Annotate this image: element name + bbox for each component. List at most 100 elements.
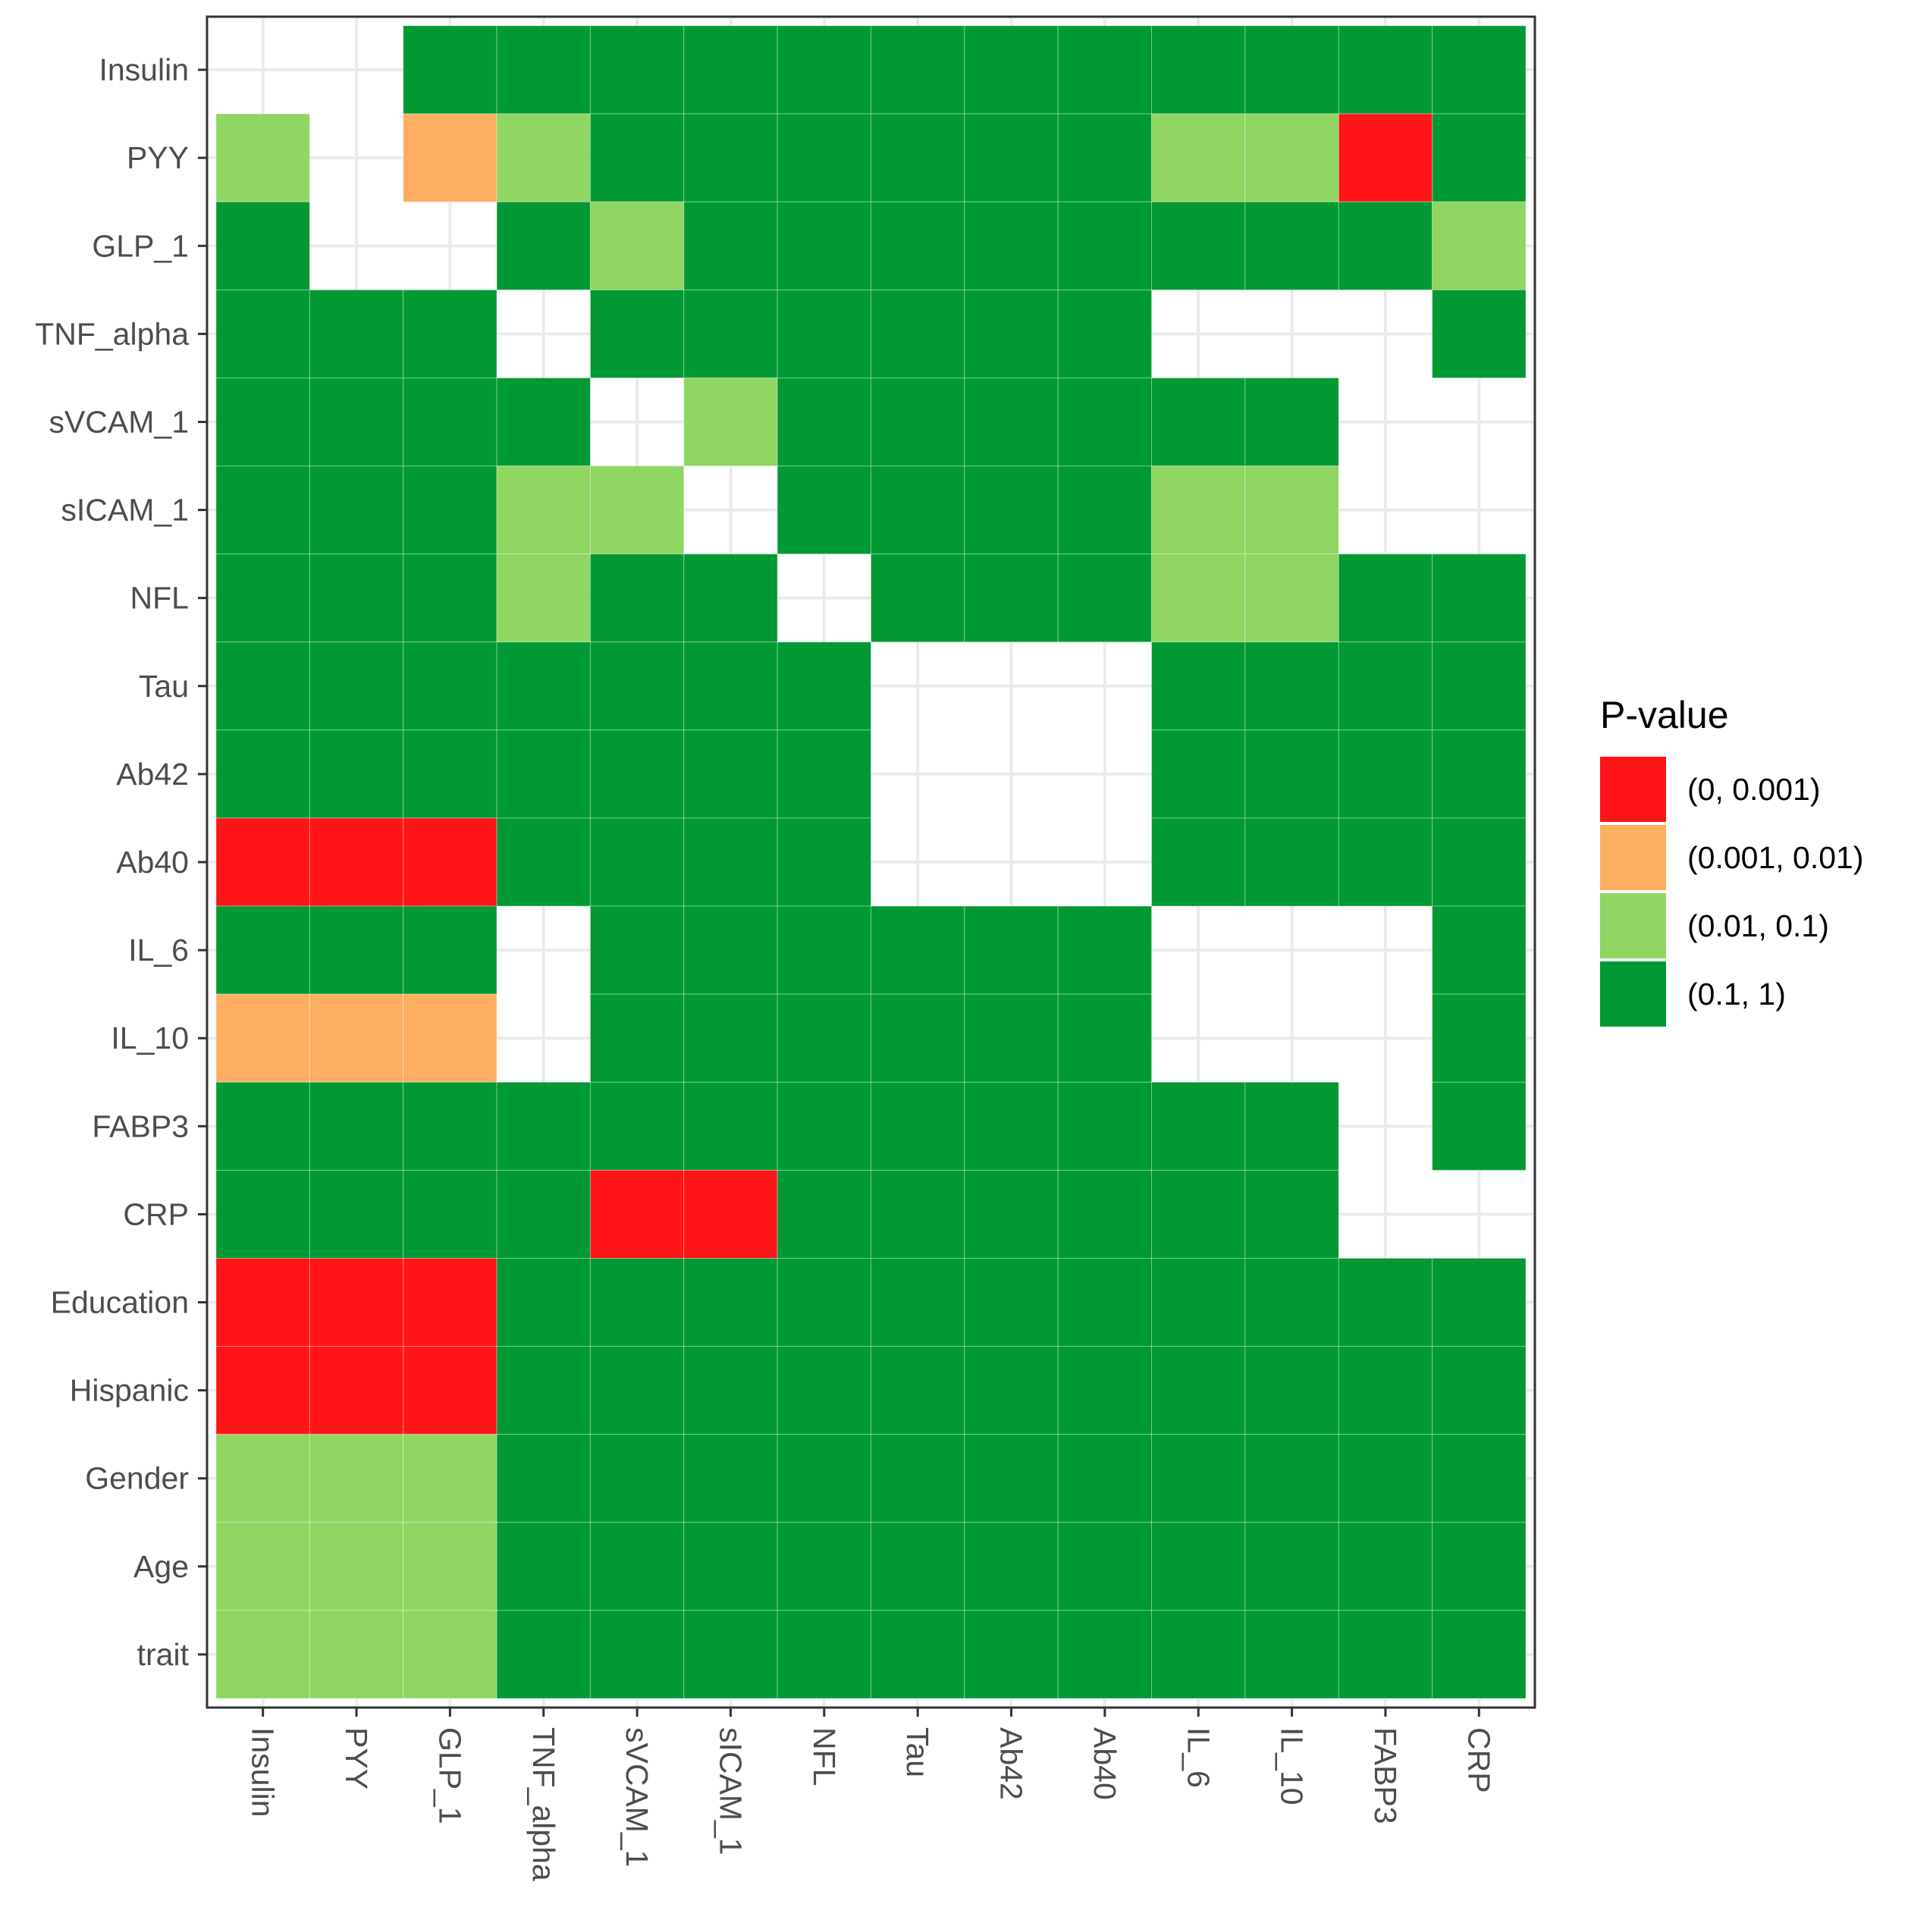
y-tick-label: Ab40 [116,845,189,880]
heatmap-cell [1244,554,1339,643]
heatmap-cell [1244,113,1339,202]
heatmap-cell [683,817,778,907]
heatmap-cell [496,817,591,907]
heatmap-cell [215,466,310,555]
heatmap-cell [1244,729,1339,819]
heatmap-cell [403,1081,497,1171]
heatmap-cell [871,1169,965,1259]
heatmap-cell [1244,641,1339,731]
heatmap-cell [309,641,404,731]
heatmap-cell [496,1346,591,1435]
legend-key [1600,825,1666,890]
heatmap-cell [871,377,965,467]
heatmap-cell [309,1346,404,1435]
heatmap-cell [309,1522,404,1611]
heatmap-cell [683,1346,778,1435]
heatmap-cell [1151,641,1246,731]
heatmap-cell [1338,1257,1433,1347]
heatmap-cell [589,554,685,643]
heatmap-cell [309,817,404,907]
heatmap-cell [403,289,497,378]
heatmap-cell [215,289,310,378]
heatmap-cell [309,1081,404,1171]
heatmap-cell [215,729,310,819]
legend-key [1600,893,1666,958]
heatmap-cell [215,1610,310,1699]
heatmap-cell [964,377,1059,467]
heatmap-cell [1338,25,1433,114]
heatmap-cell [964,201,1059,290]
heatmap-cell [1057,1346,1153,1435]
heatmap-cell [589,466,685,555]
heatmap-cell [683,289,778,378]
heatmap-cell [683,201,778,290]
heatmap-cell [1057,466,1153,555]
heatmap-cell [777,1610,871,1699]
x-tick-label: Ab40 [1087,1727,1122,1800]
heatmap-cell [403,993,497,1083]
heatmap-cell [871,1610,965,1699]
heatmap-cell [683,905,778,995]
heatmap-cell [1432,1081,1527,1171]
heatmap-cell [215,113,310,202]
legend: P-value (0, 0.001) (0.001, 0.01) (0.01, 0.… [1600,694,1864,1027]
heatmap-cell [964,993,1059,1083]
heatmap-cell [1057,25,1153,114]
heatmap-cell [215,993,310,1083]
y-tick-label: Tau [139,669,189,704]
heatmap-cell [777,201,871,290]
heatmap-cell [1151,1169,1246,1259]
heatmap-cell [871,1081,965,1171]
heatmap-cell [1057,1257,1153,1347]
heatmap-cell [1151,1522,1246,1611]
heatmap-cell [1338,1346,1433,1435]
heatmap-cell [496,25,591,114]
x-tick-label: NFL [807,1727,842,1786]
x-tick-label: CRP [1461,1727,1496,1793]
heatmap-cell [1432,1257,1527,1347]
heatmap-cell [1338,1522,1433,1611]
heatmap-cell [215,1522,310,1611]
heatmap-cell [496,1257,591,1347]
heatmap-cell [683,1257,778,1347]
heatmap-cell [403,1522,497,1611]
x-tick-label: sICAM_1 [713,1727,748,1855]
heatmap-cell [1244,1434,1339,1523]
heatmap-cell [777,641,871,731]
heatmap-cell [1057,1081,1153,1171]
heatmap-cell [871,993,965,1083]
heatmap-cell [403,113,497,202]
heatmap-cell [496,466,591,555]
heatmap-cell [309,289,404,378]
y-tick-label: IL_6 [128,933,189,968]
heatmap-cell [403,1434,497,1523]
heatmap-cell [1244,1610,1339,1699]
heatmap-cell [1151,466,1246,555]
heatmap-cell [309,1434,404,1523]
heatmap-cell [403,554,497,643]
x-tick-label: IL_10 [1275,1727,1310,1805]
heatmap-cell [777,905,871,995]
heatmap-cell [1151,113,1246,202]
heatmap-cell [496,1434,591,1523]
x-tick-label: PYY [339,1727,374,1789]
heatmap-cell [964,1434,1059,1523]
heatmap-cell [964,1257,1059,1347]
heatmap-cell [309,1257,404,1347]
y-axis: Insulin PYY GLP_1 TNF_alpha sVCAM_1 sICAM_1 NF… [35,52,207,1672]
heatmap-cell [1151,1081,1246,1171]
heatmap-cell [777,25,871,114]
heatmap-cell [1151,1346,1246,1435]
y-tick-label: GLP_1 [92,228,189,263]
heatmap-cell [589,1257,685,1347]
heatmap-cell [777,113,871,202]
heatmap-cell [1432,1346,1527,1435]
heatmap-cell [1338,729,1433,819]
heatmap-cell [589,289,685,378]
heatmap-cell [683,377,778,467]
heatmap-cell [403,1346,497,1435]
heatmap-cell [1151,554,1246,643]
heatmap-cell [589,1081,685,1171]
y-tick-label: sVCAM_1 [49,404,189,439]
heatmap-cell [1432,641,1527,731]
